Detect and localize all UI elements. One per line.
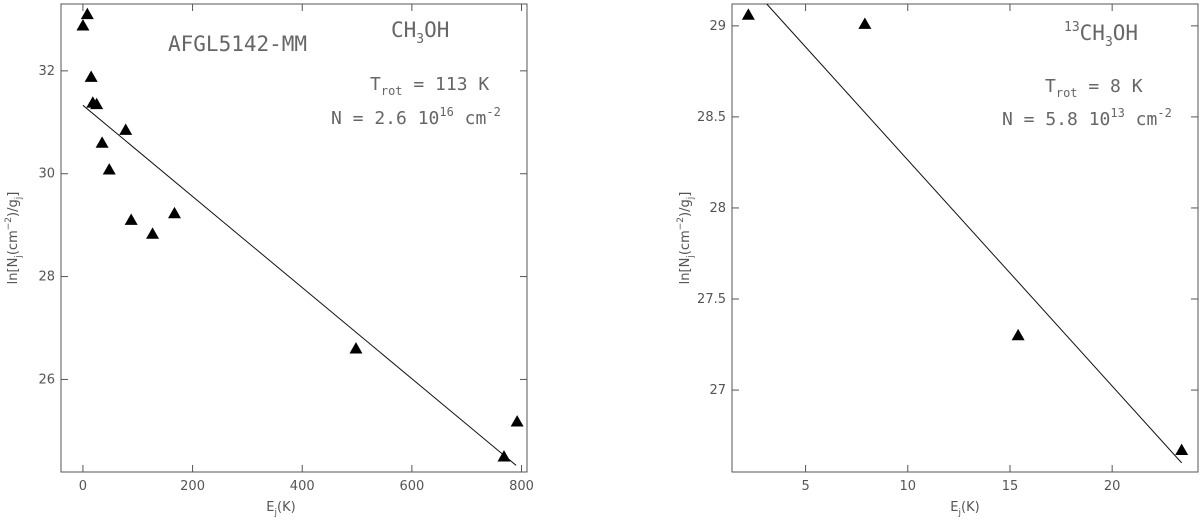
data-point-triangle <box>497 450 511 462</box>
molecule-label: 13CH3OH <box>1064 20 1138 50</box>
x-axis-label: Ej(K) <box>950 500 979 518</box>
y-tick-label: 27 <box>709 383 726 398</box>
ncol-unit: cm <box>454 108 487 129</box>
data-point-triangle <box>1011 328 1025 341</box>
trot-value: = 113 K <box>403 74 490 95</box>
tick-labels: 5 10 15 20 27 27.5 28 28.5 29 <box>697 19 1120 494</box>
column-density: N = 5.8 1013 cm-2 <box>1002 106 1172 130</box>
data-point-triangle <box>76 19 90 31</box>
x-tick-label: 800 <box>509 479 534 494</box>
source-label: AFGL5142-MM <box>168 32 307 56</box>
trot-symbol: T <box>1045 76 1056 97</box>
data-point-triangle <box>510 415 524 427</box>
molecule-isotope-prefix: 13 <box>1064 20 1080 35</box>
data-point-triangle <box>102 163 116 175</box>
trot-symbol: T <box>370 74 381 95</box>
ncol-unit-exponent: -2 <box>486 105 500 119</box>
molecule-post: OH <box>1113 21 1138 45</box>
ncol-unit: cm <box>1125 109 1158 130</box>
x-tick-label: 5 <box>801 479 809 494</box>
ncol-value: N = 5.8 10 <box>1002 109 1110 130</box>
tick-marks <box>61 4 527 472</box>
trot-value: = 8 K <box>1078 76 1143 97</box>
data-point-triangle <box>741 8 755 20</box>
x-axis-label: Ej(K) <box>266 500 295 518</box>
fit-line <box>766 3 1183 464</box>
data-point-triangle <box>90 97 104 110</box>
y-axis-label: ln[Nj(cm−2)/gj] <box>676 192 696 285</box>
x-tick-label: 20 <box>1104 479 1121 494</box>
y-tick-label: 30 <box>38 167 55 182</box>
x-tick-label: 600 <box>399 479 424 494</box>
y-axis-label: ln[Nj(cm−2)/gj] <box>4 192 24 285</box>
x-tick-label: 0 <box>79 479 87 494</box>
data-points <box>76 7 524 462</box>
data-point-triangle <box>146 227 160 239</box>
molecule-pre: CH <box>391 18 416 42</box>
y-tick-label: 28.5 <box>697 110 726 125</box>
data-point-triangle <box>95 136 109 148</box>
data-point-triangle <box>1175 443 1189 456</box>
x-tick-label: 200 <box>180 479 205 494</box>
x-tick-label: 10 <box>899 479 916 494</box>
molecule-label: CH3OH <box>391 18 449 47</box>
trot-subscript: rot <box>1056 86 1078 100</box>
molecule-post: OH <box>424 18 449 42</box>
ncol-value: N = 2.6 10 <box>331 108 439 129</box>
y-tick-label: 27.5 <box>697 292 726 307</box>
tick-marks <box>732 4 1198 472</box>
plot-frame <box>60 3 528 473</box>
y-tick-label: 28 <box>709 201 726 216</box>
x-tick-label: 400 <box>290 479 315 494</box>
ncol-exponent: 13 <box>1110 106 1124 120</box>
y-tick-label: 29 <box>709 19 726 34</box>
rotation-temperature: Trot = 8 K <box>1045 76 1143 100</box>
data-point-triangle <box>119 123 133 135</box>
data-point-triangle <box>80 7 94 20</box>
data-points <box>741 8 1189 456</box>
data-point-triangle <box>167 206 181 219</box>
y-tick-label: 32 <box>38 64 55 79</box>
y-tick-label: 28 <box>38 270 55 285</box>
fit-line <box>82 104 517 466</box>
ncol-exponent: 16 <box>439 105 453 119</box>
plot-frame <box>731 3 1199 473</box>
tick-labels: 0 200 400 600 800 26 28 30 32 <box>38 64 533 494</box>
data-point-triangle <box>349 342 363 354</box>
molecule-subscript: 3 <box>416 32 424 47</box>
y-tick-label: 26 <box>38 372 55 387</box>
molecule-subscript: 3 <box>1105 35 1113 50</box>
ncol-unit-exponent: -2 <box>1157 106 1171 120</box>
column-density: N = 2.6 1016 cm-2 <box>331 105 501 129</box>
rotation-temperature: Trot = 113 K <box>370 74 489 98</box>
trot-subscript: rot <box>381 84 403 98</box>
x-tick-label: 15 <box>1002 479 1019 494</box>
data-point-triangle <box>84 70 98 82</box>
data-point-triangle <box>124 213 138 225</box>
data-point-triangle <box>858 17 872 29</box>
molecule-pre: CH <box>1080 21 1105 45</box>
